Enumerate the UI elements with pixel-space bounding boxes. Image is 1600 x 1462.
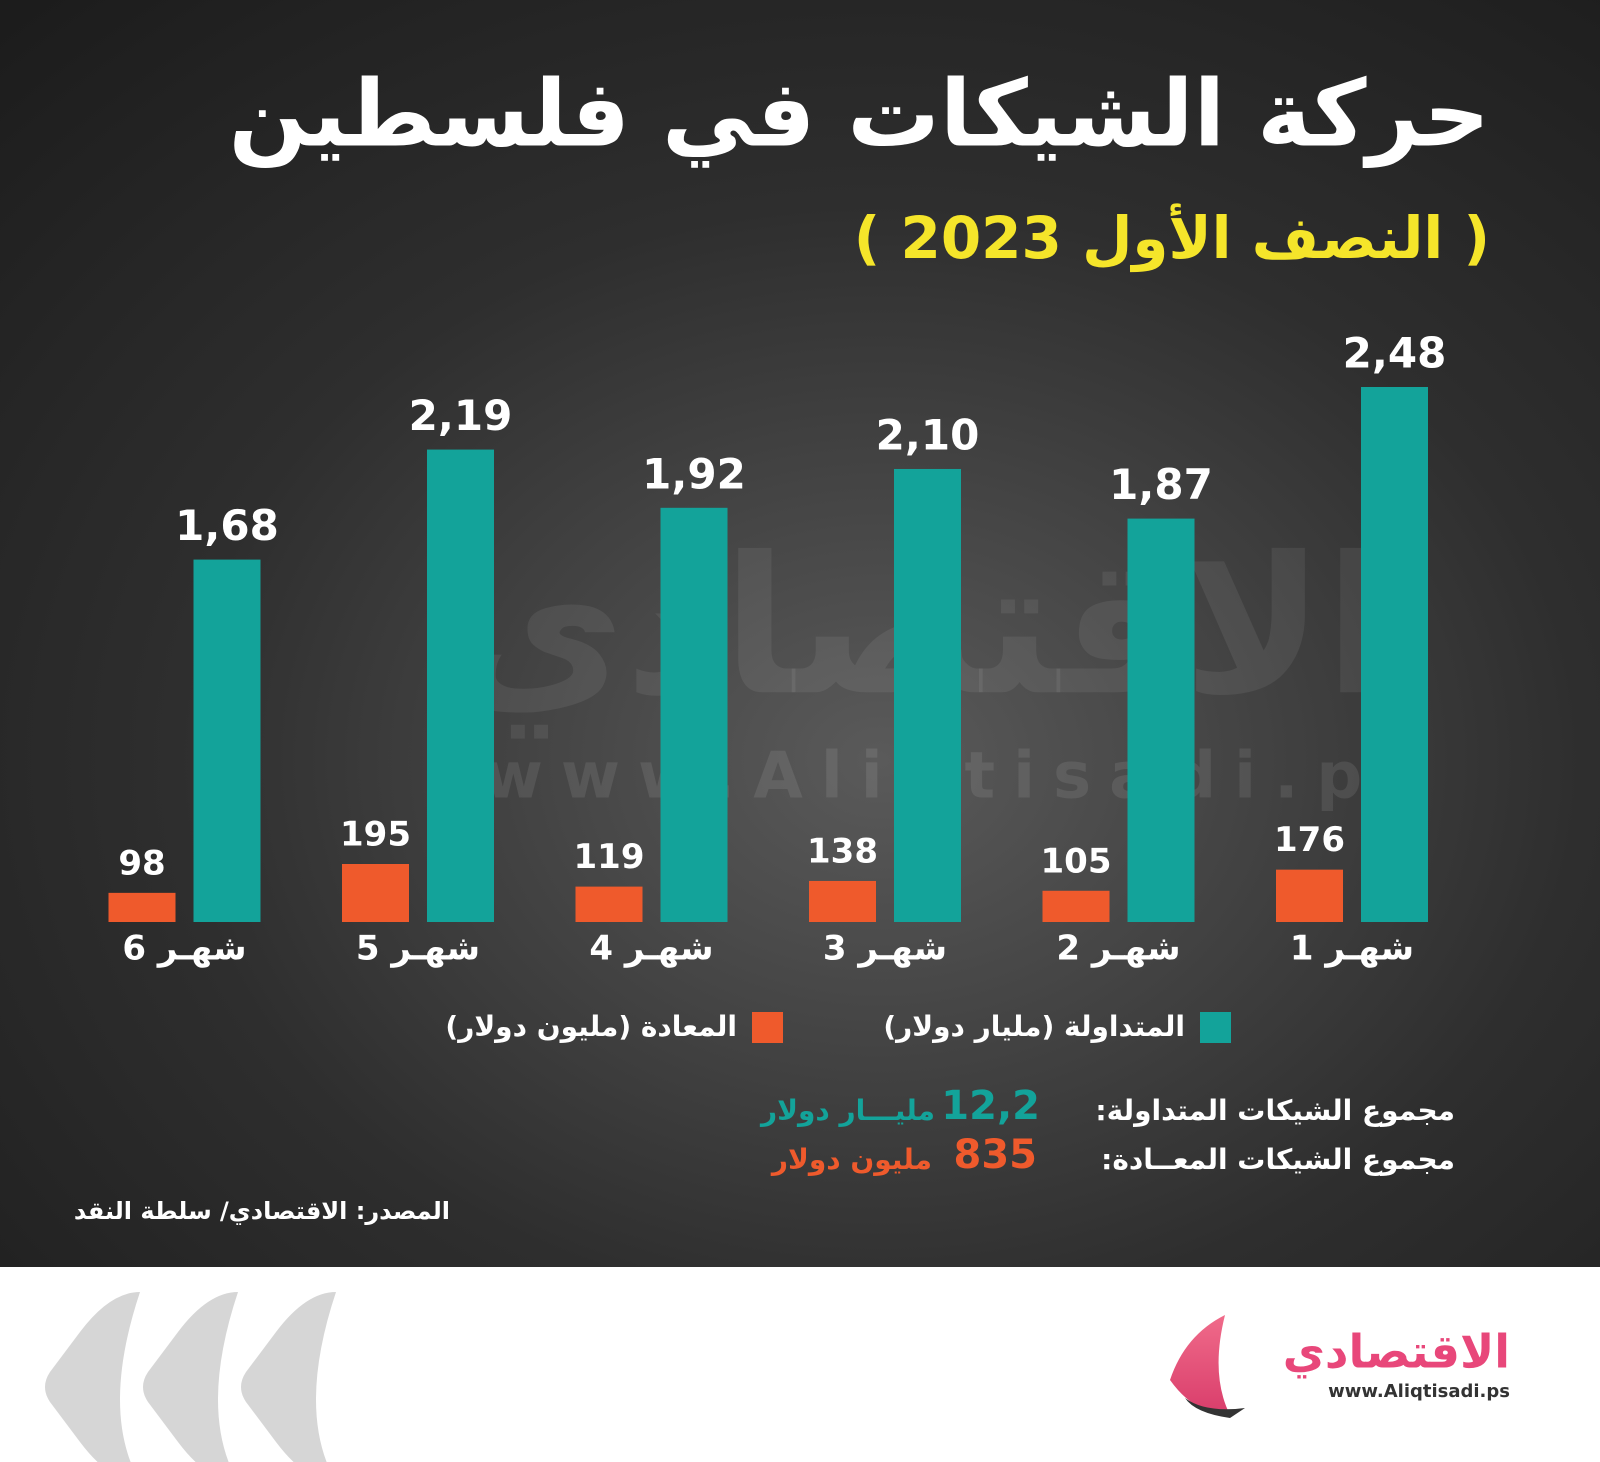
bar xyxy=(1276,869,1343,922)
bar xyxy=(894,468,961,922)
data-label: 1,68 xyxy=(175,501,279,550)
data-label: 98 xyxy=(118,843,165,883)
background xyxy=(0,0,1600,1267)
total-unit: مليون دولار xyxy=(770,1143,932,1176)
bar xyxy=(575,886,643,922)
x-tick-label: شهـر 4 xyxy=(589,929,713,969)
bar xyxy=(1361,387,1428,922)
data-label: 2,10 xyxy=(876,410,980,459)
bar xyxy=(1127,518,1195,922)
legend-swatch xyxy=(1200,1012,1231,1043)
data-label: 138 xyxy=(807,831,878,871)
source-note: المصدر: الاقتصادي/ سلطة النقد xyxy=(74,1197,450,1225)
x-tick-label: شهـر 1 xyxy=(1290,929,1414,969)
bar xyxy=(427,449,494,922)
data-label: 176 xyxy=(1274,820,1345,860)
bar xyxy=(660,507,728,922)
chart-title: حركة الشيكات في فلسطين xyxy=(229,60,1490,168)
data-label: 2,19 xyxy=(409,391,513,440)
bar xyxy=(108,892,176,922)
x-tick-label: شهـر 6 xyxy=(122,929,246,969)
logo-mark xyxy=(1170,1315,1230,1415)
x-tick-label: شهـر 3 xyxy=(823,929,947,969)
logo-name: الاقتصادي xyxy=(1283,1325,1510,1379)
legend-swatch xyxy=(752,1012,783,1043)
bar xyxy=(809,880,876,922)
logo-url: www.Aliqtisadi.ps xyxy=(1328,1381,1510,1402)
data-label: 2,48 xyxy=(1343,329,1447,378)
x-tick-label: شهـر 2 xyxy=(1056,929,1180,969)
total-amount: 835 xyxy=(954,1132,1038,1178)
data-label: 105 xyxy=(1041,841,1112,881)
footer-chevrons xyxy=(45,1292,336,1462)
legend-label: المتداولة (مليار دولار) xyxy=(883,1010,1185,1043)
total-label: مجموع الشيكات المعــادة: xyxy=(1101,1143,1455,1176)
data-label: 119 xyxy=(574,837,645,877)
chart-subtitle: ( النصف الأول 2023 ) xyxy=(854,203,1490,273)
bar xyxy=(342,864,409,922)
total-amount: 12,2 xyxy=(941,1083,1040,1129)
data-label: 195 xyxy=(340,815,411,855)
logo-mark xyxy=(1185,1398,1245,1418)
total-unit: مليـــار دولار xyxy=(759,1094,935,1127)
legend-label: المعادة (مليون دولار) xyxy=(445,1010,737,1043)
bar xyxy=(193,559,261,922)
total-label: مجموع الشيكات المتداولة: xyxy=(1095,1094,1455,1127)
data-label: 1,92 xyxy=(642,449,746,498)
data-label: 1,87 xyxy=(1109,460,1213,509)
x-tick-label: شهـر 5 xyxy=(356,929,480,969)
bar xyxy=(1042,890,1110,922)
